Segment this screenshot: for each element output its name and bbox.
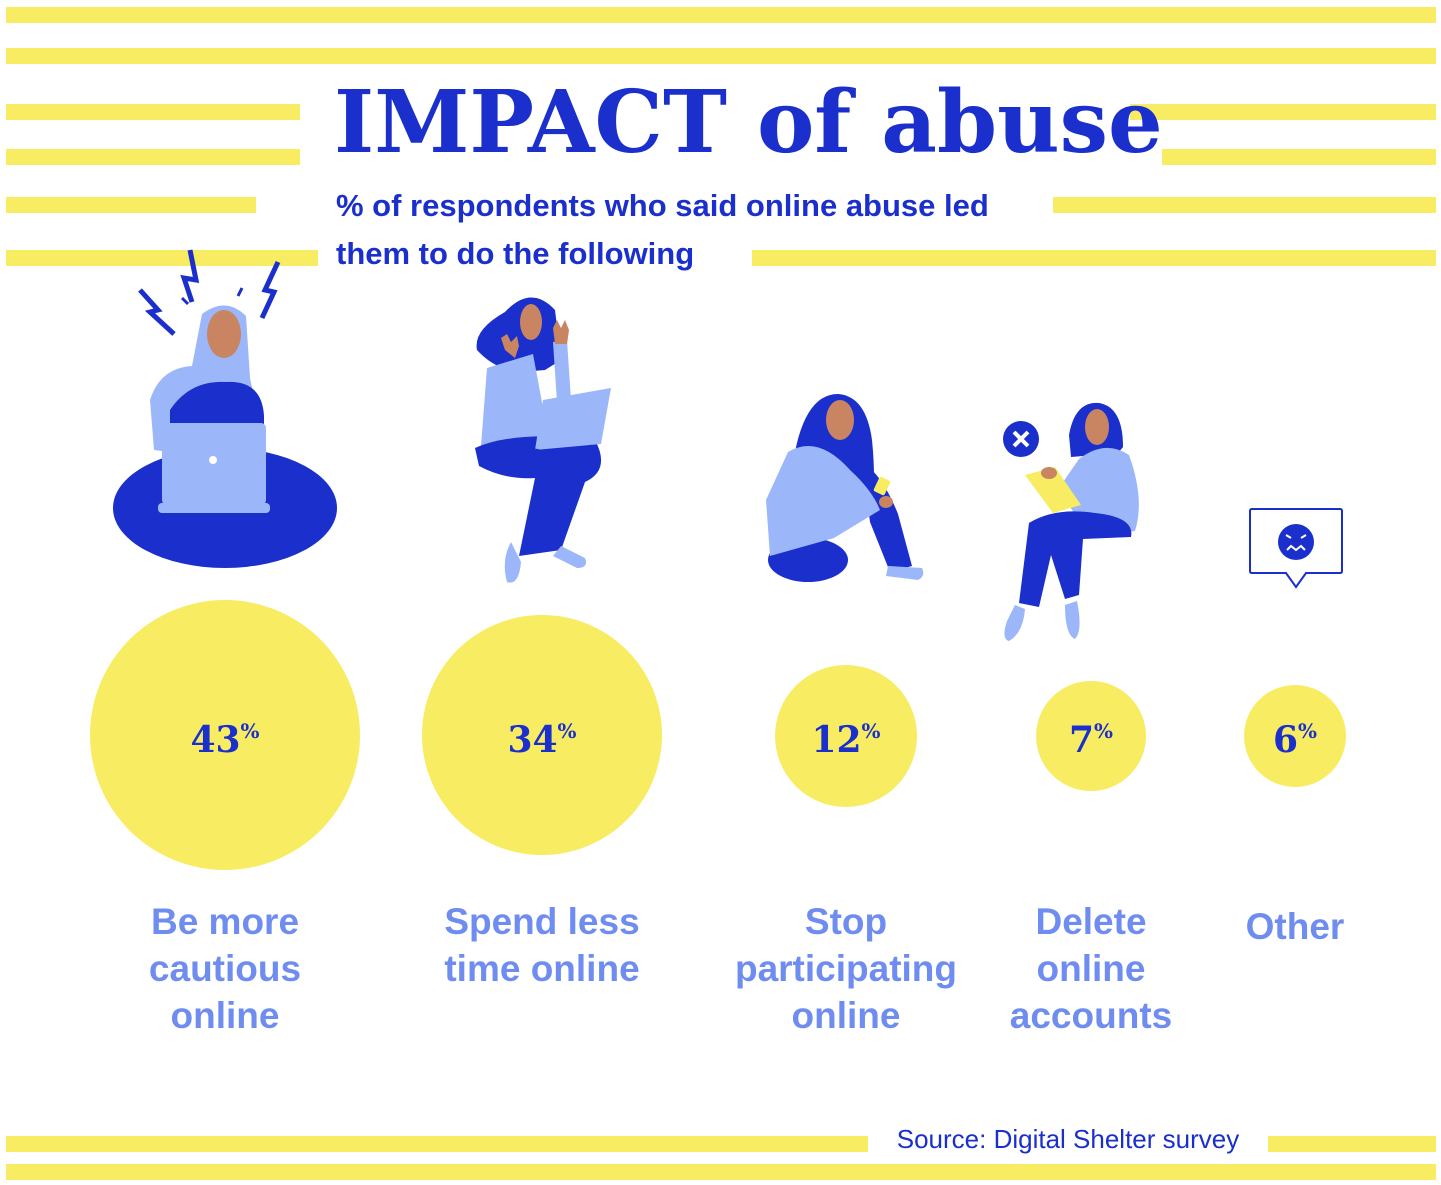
bubble-chart: 43% 34% 12% 7% 6% (90, 600, 1346, 870)
seated-woman-phone-illustration (766, 394, 924, 582)
decor-stripe (1268, 1136, 1436, 1152)
chart-title: IMPACT of abuse (334, 72, 1163, 173)
bubble-stop-participating (775, 665, 917, 807)
seated-woman-tablet-illustration (1003, 402, 1139, 641)
bubble-value-stop-participating: 12% (811, 719, 880, 761)
source-note: Source: Digital Shelter survey (896, 1124, 1240, 1154)
bubble-value-delete-accounts: 7% (1069, 719, 1113, 761)
category-label-spend-less-time: Spend less time online (444, 901, 640, 989)
category-label-delete-accounts: Delete online accounts (1009, 901, 1173, 1036)
bubble-value-spend-less-time: 34% (507, 719, 576, 761)
bubble-delete-accounts (1036, 681, 1146, 791)
bubble-group-other: 6% (1244, 685, 1346, 787)
decor-stripe (752, 250, 1436, 266)
decor-stripe (6, 1164, 1436, 1180)
bubble-group-delete-accounts: 7% (1036, 681, 1146, 791)
chart-subtitle: % of respondents who said online abuse l… (336, 188, 989, 271)
bubble-group-spend-less-time: 34% (422, 615, 662, 855)
bubble-spend-less-time (422, 615, 662, 855)
bubble-value-be-more-cautious: 43% (190, 719, 259, 761)
decor-stripe (1053, 197, 1436, 213)
bubble-be-more-cautious (90, 600, 360, 870)
decor-stripe (1130, 104, 1436, 120)
bubble-other (1244, 685, 1346, 787)
category-label-other: Other (1245, 906, 1345, 947)
bubble-value-other: 6% (1273, 719, 1317, 761)
decor-stripe (6, 7, 1436, 23)
decor-stripe (6, 149, 300, 165)
sad-speech-bubble-icon (1249, 508, 1343, 589)
category-label-stop-participating: Stop participating online (734, 901, 958, 1036)
decor-stripe (6, 250, 318, 266)
decor-stripe (6, 197, 256, 213)
decor-stripe (1162, 149, 1436, 165)
bubble-group-be-more-cautious: 43% (90, 600, 360, 870)
decor-stripe (6, 48, 1436, 64)
bubble-group-stop-participating: 12% (775, 665, 917, 807)
stressed-woman-laptop-illustration (113, 249, 337, 568)
decor-stripe (6, 104, 300, 120)
category-label-be-more-cautious: Be more cautious online (148, 901, 302, 1036)
decor-stripe (6, 1136, 868, 1152)
waving-woman-laptop-illustration (475, 297, 611, 583)
